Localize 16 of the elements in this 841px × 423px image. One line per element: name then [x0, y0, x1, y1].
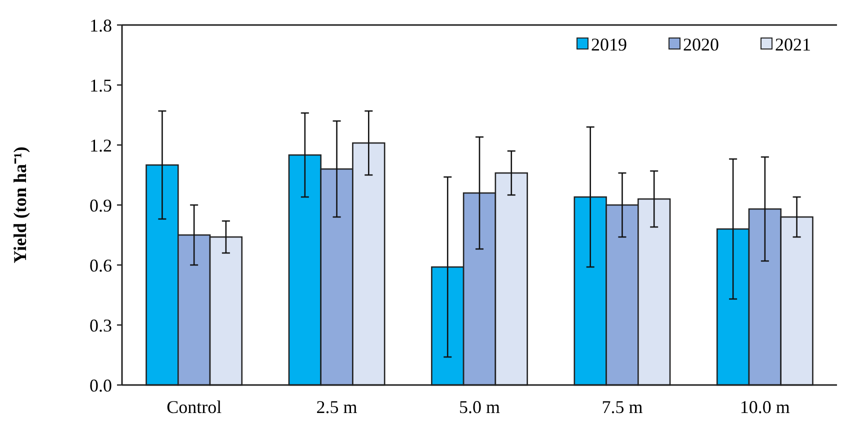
x-tick-label: 5.0 m — [458, 397, 500, 417]
y-tick-label: 0.9 — [90, 195, 112, 216]
y-tick-label: 1.8 — [90, 15, 112, 36]
y-axis-title: Yield (ton ha⁻¹) — [10, 146, 30, 264]
y-tick-label: 0.6 — [90, 255, 112, 276]
legend-label: 2021 — [775, 34, 811, 54]
x-tick-label: Control — [166, 397, 222, 417]
y-tick-label: 1.5 — [90, 75, 112, 96]
legend-label: 2019 — [591, 34, 627, 54]
x-tick-label: 10.0 m — [740, 397, 790, 417]
y-tick-label: 1.2 — [90, 135, 112, 156]
legend-label: 2020 — [683, 34, 719, 54]
x-tick-label: 2.5 m — [316, 397, 358, 417]
x-tick-label: 7.5 m — [602, 397, 643, 417]
y-tick-label: 0.3 — [90, 315, 112, 336]
y-tick-label: 0.0 — [90, 375, 112, 396]
